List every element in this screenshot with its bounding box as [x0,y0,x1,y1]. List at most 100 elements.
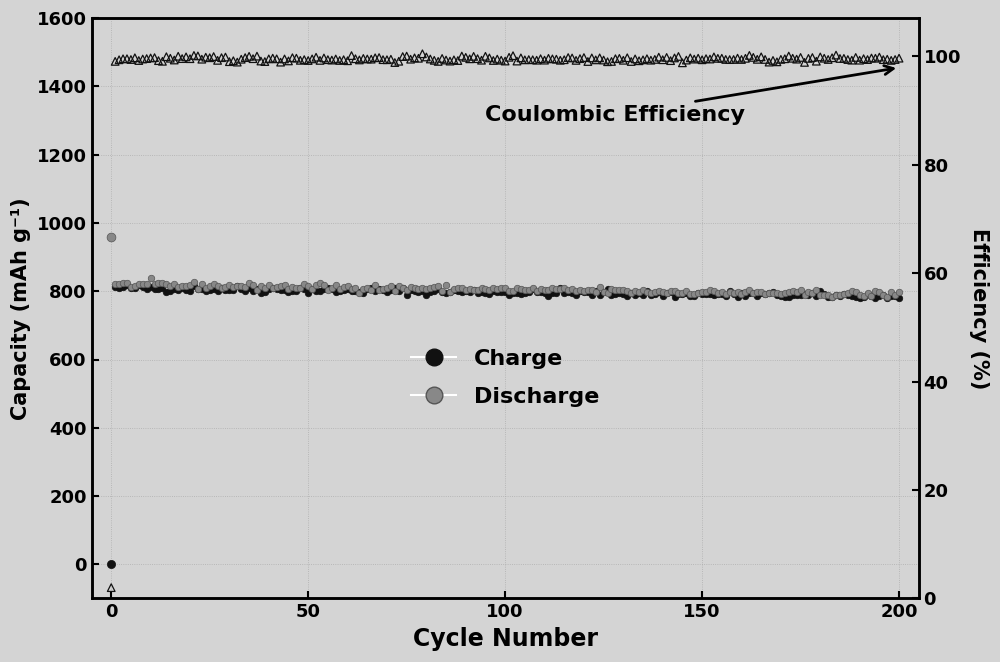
Point [174,281,190,291]
Point [300,281,316,291]
Point [269,54,285,64]
Point [154,283,170,293]
Point [749,287,765,297]
Point [820,54,836,65]
Point [162,53,178,64]
Point [879,54,895,64]
Point [143,273,159,283]
Point [611,53,627,64]
Point [800,287,816,297]
Point [513,283,529,294]
Point [627,54,643,64]
Point [659,288,675,299]
Point [410,287,426,297]
Point [828,50,844,60]
Point [458,52,474,63]
Point [367,285,383,296]
Point [769,56,785,67]
Point [631,56,647,66]
Point [710,53,726,64]
Point [403,282,419,293]
Point [836,289,852,299]
Point [765,287,781,297]
Point [820,292,836,303]
Point [308,280,324,291]
Point [300,288,316,299]
Point [450,55,466,66]
Point [655,291,671,301]
Point [808,285,824,295]
Point [308,285,324,296]
Point [359,54,375,64]
Point [580,56,596,67]
Point [383,280,399,291]
Point [430,56,446,67]
Point [871,287,887,298]
Y-axis label: Capacity (mAh g⁻¹): Capacity (mAh g⁻¹) [11,197,31,420]
Point [442,287,458,298]
Point [115,54,131,64]
Point [178,285,194,295]
Point [891,53,907,64]
Point [383,285,399,295]
Point [320,283,336,294]
Point [588,54,604,65]
Point [655,54,671,65]
Point [603,289,619,300]
Point [588,285,604,296]
Point [395,51,411,62]
Point [785,285,801,296]
Point [379,287,395,297]
Point [454,287,470,298]
Point [765,287,781,298]
Point [166,284,182,295]
Point [418,52,434,62]
Point [178,281,194,291]
Point [836,53,852,64]
Point [269,284,285,295]
Point [225,285,241,295]
Point [556,283,572,293]
Point [722,54,738,65]
Point [875,290,891,301]
Point [702,289,718,299]
Point [800,290,816,301]
Text: Coulombic Efficiency: Coulombic Efficiency [485,66,893,124]
Point [820,289,836,300]
Point [556,54,572,65]
Point [816,290,832,301]
Point [422,54,438,64]
Point [214,283,230,294]
Point [832,53,848,64]
Point [277,285,293,295]
Point [773,54,789,65]
Point [619,52,635,63]
Point [273,281,289,291]
Point [777,288,793,299]
Point [667,53,683,64]
Point [564,287,580,298]
Point [789,287,805,297]
Point [848,287,864,298]
Point [359,283,375,293]
Point [391,281,407,291]
Point [170,51,186,62]
Point [474,55,490,66]
Point [635,54,651,65]
Point [718,289,734,299]
Point [663,56,679,66]
Point [147,284,163,295]
Point [852,55,868,66]
Point [336,281,352,292]
Point [537,285,553,296]
Point [667,291,683,302]
Point [399,290,415,301]
Point [572,285,588,296]
Point [407,283,423,293]
Point [147,279,163,289]
Point [533,54,549,64]
Point [844,55,860,66]
Point [647,289,663,299]
Point [375,54,391,65]
Point [182,286,198,297]
